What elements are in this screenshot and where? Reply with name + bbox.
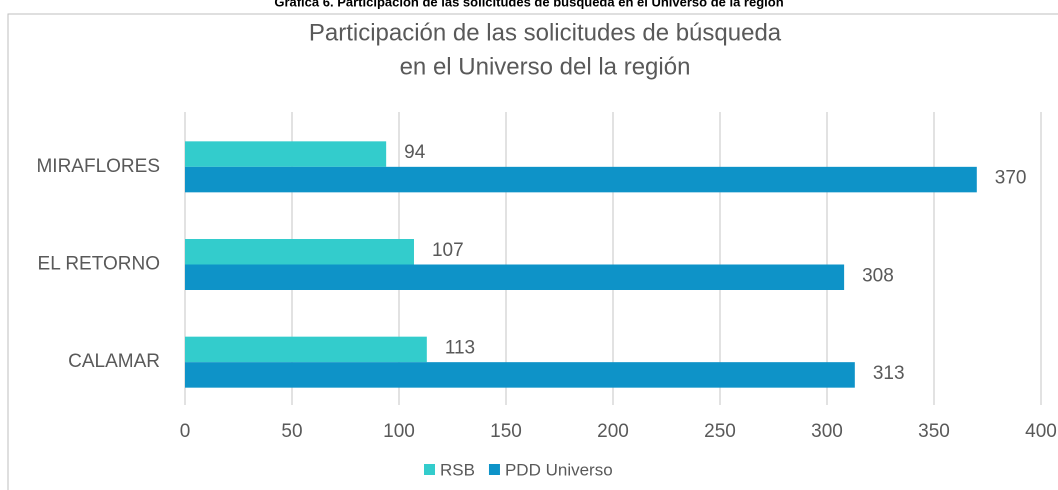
chart-title: Participación de las solicitudes de búsq… <box>309 19 782 46</box>
x-tick-label: 0 <box>180 421 191 442</box>
data-label: 313 <box>873 363 905 384</box>
legend-label: PDD Universo <box>505 460 613 479</box>
x-tick-label: 50 <box>281 421 302 442</box>
bar <box>185 336 427 363</box>
data-label: 308 <box>862 265 894 286</box>
bar <box>185 264 845 290</box>
y-tick-label: EL RETORNO <box>38 254 160 275</box>
chart-border <box>7 13 1058 490</box>
legend-label: RSB <box>440 460 475 479</box>
x-tick-label: 200 <box>597 421 629 442</box>
x-tick-label: 400 <box>1025 421 1057 442</box>
x-tick-label: 300 <box>811 421 843 442</box>
x-tick-label: 150 <box>490 421 522 442</box>
bar <box>185 362 855 388</box>
bar <box>185 239 414 265</box>
bar <box>185 166 977 193</box>
bar <box>185 141 387 167</box>
caption: Gráfica 6. Participación de las solicitu… <box>274 0 783 9</box>
data-label: 107 <box>432 240 464 261</box>
chart-title: en el Universo del la región <box>400 53 691 80</box>
legend-swatch <box>424 464 435 475</box>
data-label: 94 <box>404 142 426 163</box>
x-tick-label: 350 <box>918 421 950 442</box>
y-tick-label: CALAMAR <box>68 351 160 372</box>
y-tick-label: MIRAFLORES <box>36 156 160 177</box>
legend-swatch <box>488 464 500 475</box>
x-tick-label: 250 <box>704 421 736 442</box>
data-label: 370 <box>995 168 1027 189</box>
data-label: 113 <box>445 337 475 358</box>
x-tick-label: 100 <box>383 421 415 442</box>
